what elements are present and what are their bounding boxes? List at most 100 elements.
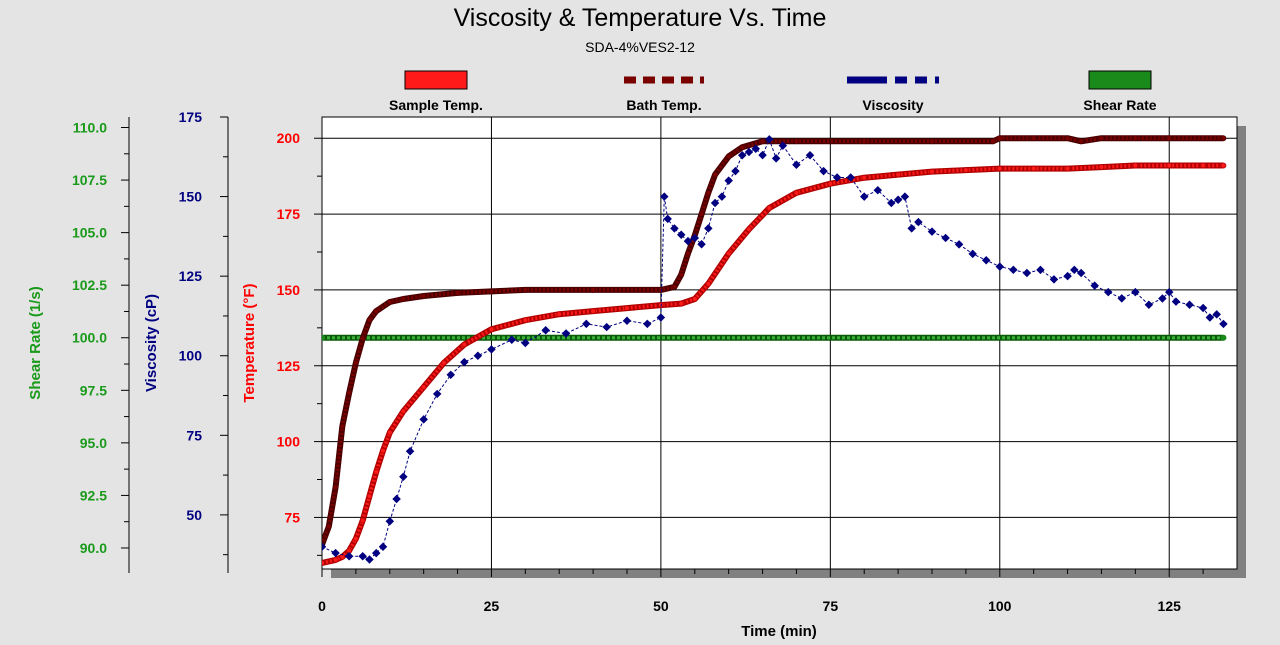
data-point [705,280,712,287]
series-sample-temp [322,162,1227,566]
data-point [859,192,869,201]
shear-tick-label: 107.5 [72,172,107,188]
data-point [671,283,678,290]
data-point [1030,165,1037,172]
data-point [366,493,373,500]
data-point [678,271,685,278]
data-point [861,138,868,145]
series-bath-temp [322,135,1227,548]
data-point [895,171,902,178]
data-point [454,290,461,296]
data-point [332,484,339,490]
data-point [556,311,563,318]
legend-swatch [1088,70,1152,90]
series-shear-rate [322,334,1227,341]
y-axis-title-temperature: Temperature (°F) [241,283,258,402]
data-point [656,313,666,322]
data-point [1036,265,1045,275]
data-point [507,335,517,345]
viscosity-tick-label: 100 [179,348,203,364]
axes: 0 25 50 75 100 125 75 100 125 150 175 200 50 75 100 125… [72,109,1204,614]
data-point [339,423,346,430]
data-point [344,552,354,561]
data-point [725,153,732,160]
data-point [1049,275,1059,284]
legend-label: Sample Temp. [389,97,483,113]
data-point [432,389,442,399]
data-point [995,262,1005,271]
data-point [1098,164,1105,170]
x-tick-label: 25 [484,598,500,614]
data-point [488,326,495,333]
data-point [759,138,766,145]
y-axis-title-viscosity: Viscosity (cP) [143,294,160,392]
data-point [846,173,855,182]
data-point [1064,165,1071,172]
data-point [685,250,691,257]
data-point [1078,138,1085,145]
series-layer [322,135,1228,566]
viscosity-tick-label: 75 [186,427,202,443]
data-point [1220,334,1227,341]
data-point [698,211,705,217]
data-point [954,240,964,249]
data-point [1132,135,1139,142]
temperature-tick-label: 200 [277,130,301,146]
data-point [657,287,664,293]
data-point [660,192,669,201]
data-point [325,523,332,530]
data-point [1220,162,1227,169]
data-point [441,359,447,366]
data-point [373,469,380,475]
data-point [725,250,732,257]
data-point [717,192,727,201]
data-point [365,555,374,564]
data-point [392,494,401,504]
data-point [962,167,969,173]
data-point [941,233,950,243]
data-point [766,205,773,211]
data-point [331,548,340,558]
data-point [746,226,752,233]
shear-tick-label: 90.0 [80,540,107,556]
x-tick-label: 0 [318,598,326,614]
shear-tick-label: 102.5 [72,277,107,293]
data-point [996,135,1003,142]
data-point [1220,135,1227,142]
legend-swatch [404,70,468,90]
data-point [678,300,685,307]
data-point [373,308,380,315]
data-point [751,144,761,154]
data-point [352,359,359,366]
data-point [522,317,529,324]
viscosity-tick-label: 50 [186,507,202,523]
x-tick-label: 125 [1158,598,1182,614]
series-line-texture [322,136,1224,546]
data-point [385,517,395,526]
x-tick-label: 50 [653,598,669,614]
data-point [724,176,733,185]
data-point [487,345,496,354]
shear-tick-label: 105.0 [72,225,107,241]
data-point [996,165,1003,172]
data-point [400,408,407,415]
data-point [386,299,393,305]
legend-item-sample-temp: Sample Temp. [389,70,483,113]
data-point [541,326,550,335]
data-point [561,329,571,338]
temperature-tick-label: 175 [277,206,301,222]
data-point [488,288,495,295]
legend-item-viscosity: Viscosity [847,76,939,113]
data-point [624,305,630,312]
data-point [322,334,325,341]
y-axis-title-shear: Shear Rate (1/s) [27,286,44,399]
legend-item-shear-rate: Shear Rate [1083,70,1157,113]
data-point [420,293,427,299]
data-point [420,384,427,390]
data-point [322,560,325,566]
data-point [893,195,903,205]
chart-subtitle: SDA-4%VES2-12 [585,39,695,55]
data-point [1166,135,1173,142]
data-point [1076,268,1086,278]
